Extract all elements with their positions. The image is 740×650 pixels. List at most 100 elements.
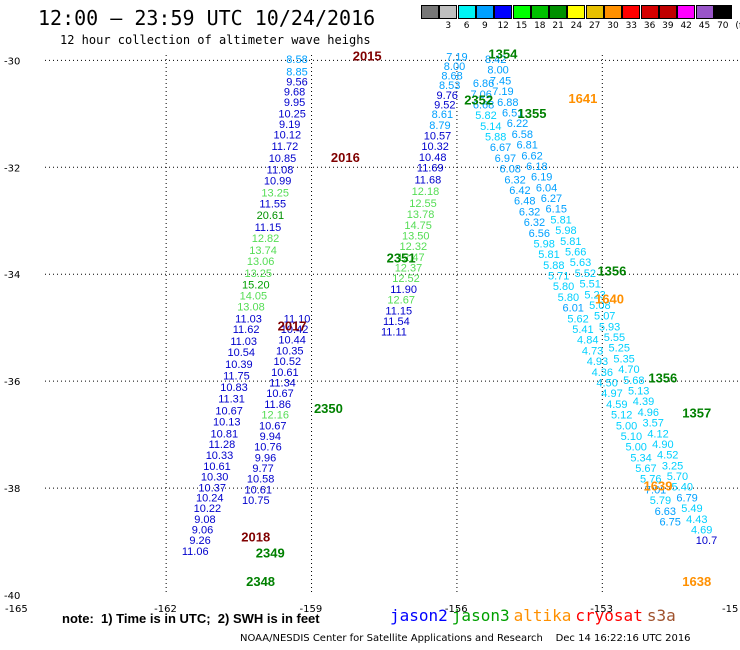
wave-height-value: 5.98 [555, 225, 576, 237]
wave-height-value: 5.00 [616, 420, 637, 432]
pass-time-label: 1356 [597, 263, 626, 278]
wave-height-value: 10.61 [203, 461, 231, 473]
legend-swatch [475, 5, 494, 19]
wave-height-value: 13.06 [247, 256, 275, 268]
wave-height-value: 11.06 [182, 546, 209, 558]
satellite-jason3: jason3 [451, 606, 510, 625]
footnote: note: 1) Time is in UTC; 2) SWH is in fe… [62, 611, 320, 626]
pass-time-label: 1357 [682, 405, 711, 420]
wave-height-value: 4.52 [657, 450, 678, 462]
legend-label: 36 [643, 21, 656, 31]
legend-swatch [713, 5, 732, 19]
legend-swatch [421, 5, 439, 19]
wave-height-value: 4.59 [606, 399, 627, 411]
wave-height-value: 5.79 [650, 495, 671, 507]
wave-height-value: 15.20 [242, 280, 270, 292]
wave-height-value: 12.37 [395, 263, 423, 275]
wave-height-value: 11.54 [383, 316, 410, 328]
wave-height-value: 9.95 [284, 97, 305, 109]
wave-height-value: 5.68 [623, 375, 644, 387]
wave-height-value: 4.50 [596, 377, 617, 389]
legend-swatch [604, 5, 622, 19]
wave-height-value: 6.48 [514, 196, 535, 208]
pass-time-label: 1355 [518, 106, 547, 121]
lat-tick-label: -30 [4, 56, 20, 67]
wave-height-value: 10.85 [269, 153, 297, 165]
wave-height-value: 8.00 [487, 65, 508, 77]
legend-swatch [512, 5, 531, 19]
lon-tick-label: -162 [154, 604, 177, 615]
wave-height-value: 4.43 [686, 514, 707, 526]
wave-height-value: 5.82 [475, 110, 496, 122]
lat-tick-label: -38 [4, 484, 20, 495]
pass-time-label: 2351 [387, 250, 416, 265]
wave-height-value: 5.70 [667, 471, 688, 483]
wave-height-value: 6.58 [512, 129, 533, 141]
legend-label: 18 [534, 21, 546, 31]
wave-height-value: 6.08 [500, 164, 521, 176]
wave-height-value: 10.61 [244, 484, 272, 496]
pass-time-labels: 2015 2016 2017 2018 1354 2352 1641 1355 2351 1356… [241, 47, 711, 589]
wave-height-value: 5.10 [621, 431, 642, 443]
wave-height-value: 6.51 [502, 107, 523, 119]
wave-height-value: 4.73 [582, 345, 603, 357]
wave-height-value: 6.67 [490, 142, 511, 154]
wave-height-value: 4.70 [618, 364, 639, 376]
wave-height-value: 11.10 [284, 313, 311, 325]
map-title: 12:00 – 23:59 UTC 10/24/2016 [38, 6, 376, 30]
wave-height-value: 5.14 [480, 121, 501, 133]
legend-swatch [622, 5, 641, 19]
wave-height-value: 10.37 [198, 482, 226, 494]
wave-height-value: 13.50 [402, 230, 430, 242]
wave-height-value: 14.05 [240, 290, 268, 302]
wave-height-value: 7.19 [492, 86, 513, 98]
wave-height-value: 5.51 [579, 279, 600, 291]
wave-height-value: 5.93 [599, 321, 620, 333]
track-right-inner: 6.867.066.685.825.145.886.676.976.086.32… [470, 78, 680, 528]
wave-height-value: 11.86 [264, 399, 291, 411]
wave-height-value: 10.39 [225, 359, 253, 371]
track-left-west: 8.588.859.569.689.9510.259.1910.1211.721… [182, 54, 308, 558]
wave-height-value: 4.36 [592, 367, 613, 379]
pass-time-label: 1356 [648, 371, 677, 386]
wave-height-value: 12.52 [392, 273, 420, 285]
wave-height-value: 13.78 [407, 209, 435, 221]
pass-time-label: 1641 [568, 91, 597, 106]
wave-height-value: 5.34 [630, 452, 651, 464]
wave-height-value: 9.26 [189, 535, 210, 547]
wave-height-value: 13.74 [249, 245, 277, 257]
wave-height-value: 10.67 [259, 420, 287, 432]
wave-height-value: 11.31 [218, 394, 245, 406]
legend-label: 33 [625, 21, 638, 31]
wave-height-value: 10.33 [206, 450, 234, 462]
wave-height-value: 5.07 [594, 311, 615, 323]
wave-height-value: 4.97 [601, 388, 622, 400]
legend-label: 9 [482, 21, 488, 31]
wave-height-value: 7.06 [470, 89, 491, 101]
legend-swatch [567, 5, 586, 19]
wave-height-value: 10.99 [264, 175, 292, 187]
axis-tick-labels: -30 -32 -34 -36 -38 -40 -165 -162 -159 -156 -153 -1… [4, 56, 738, 615]
wave-height-value: 5.71 [548, 271, 569, 283]
wave-height-value: 10.76 [254, 442, 282, 454]
wave-height-value: 12.82 [252, 233, 280, 245]
track-middle: 7.198.008.688.539.769.528.618.7910.5710.… [381, 51, 468, 338]
credit-line: NOAA/NESDIS Center for Satellite Applica… [240, 633, 691, 644]
wave-height-value: 4.69 [691, 525, 712, 537]
legend-swatch [549, 5, 568, 19]
wave-height-value: 10.12 [274, 129, 302, 141]
wave-height-value: 5.12 [611, 410, 632, 422]
wave-height-value: 6.32 [519, 206, 540, 218]
wave-height-value: 10.35 [276, 345, 304, 357]
wave-height-value: 9.68 [284, 87, 305, 99]
wave-height-value: 6.42 [509, 185, 530, 197]
lon-tick-label: -153 [590, 604, 613, 615]
legend-label: 70 [717, 21, 729, 31]
wave-height-value: 5.88 [485, 132, 506, 144]
wave-height-value: 5.40 [672, 482, 693, 494]
lon-tick-label: -165 [5, 604, 28, 615]
legend-label: 24 [570, 21, 583, 31]
wave-height-value: 4.84 [577, 335, 598, 347]
wave-height-value: 9.06 [192, 525, 213, 537]
